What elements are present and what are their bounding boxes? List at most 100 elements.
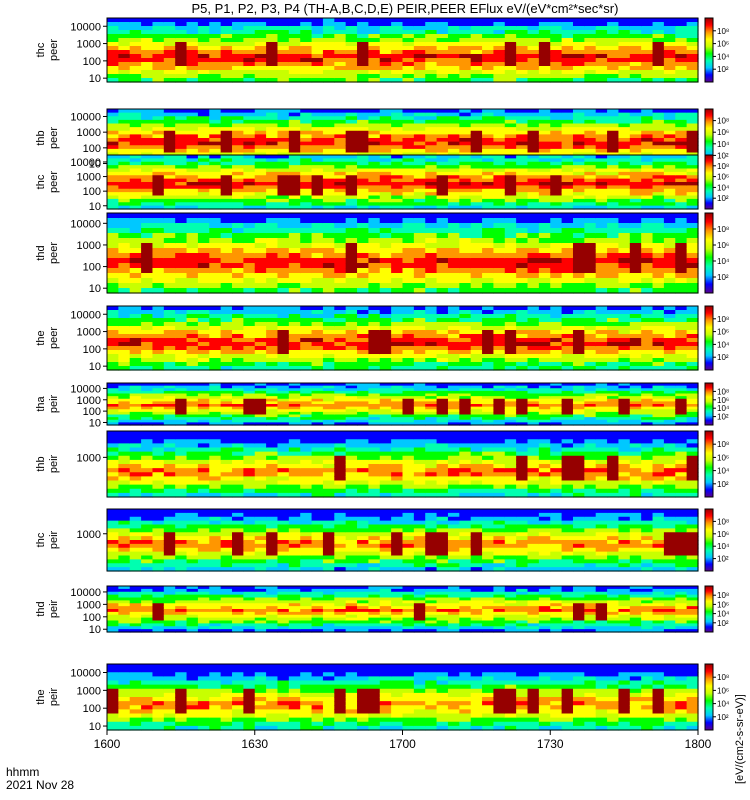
colorbar-tick-label: 10⁶ (717, 686, 729, 695)
colorbar: 10² 10⁴ 10⁶ 10⁸ (704, 305, 730, 371)
colorbar-tick-label: 10² (717, 353, 729, 362)
colorbar: 10² 10⁴ 10⁶ 10⁸ (704, 212, 730, 294)
colorbar-tick-label: 10² (717, 619, 729, 628)
x-tick-label: 1630 (241, 737, 268, 751)
y-tick-label: 10 (89, 73, 101, 85)
x-tick-label: 1700 (389, 737, 416, 751)
colorbar-tick-label: 10⁸ (717, 27, 729, 36)
colorbar-tick-label: 10⁶ (717, 40, 729, 49)
colorbar-tick-label: 10⁴ (717, 140, 730, 149)
colorbar-tick-label: 10⁴ (717, 52, 730, 61)
colorbar-tick-label: 10⁶ (717, 396, 729, 405)
panel-label: peer (48, 171, 60, 193)
y-tick-label: 100 (83, 406, 101, 418)
y-tick-label: 100 (83, 143, 101, 155)
colorbar-tick-label: 10⁸ (717, 315, 729, 324)
colorbar-tick-label: 10⁶ (717, 173, 729, 182)
panel-label: thb (35, 456, 47, 471)
y-tick-label: 100 (83, 56, 101, 68)
panel-label: peir (48, 454, 60, 473)
colorbar-tick-label: 10⁴ (717, 467, 730, 476)
y-tick-label: 10000 (70, 111, 101, 123)
panel-label: peer (48, 327, 60, 349)
panel-label: peer (48, 242, 60, 264)
y-tick-label: 10000 (70, 383, 101, 395)
y-tick-label: 10 (89, 283, 101, 295)
y-tick-label: 10 (89, 417, 101, 429)
colorbar-tick-label: 10⁸ (717, 673, 729, 682)
panel-label: thc (35, 42, 47, 57)
colorbar-tick-label: 10⁸ (717, 591, 729, 600)
colorbar-tick-label: 10⁴ (717, 700, 730, 709)
panel-label: tha (35, 395, 47, 411)
y-tick-label: 10 (89, 201, 101, 213)
panel-label: thd (35, 601, 47, 616)
y-tick-label: 10000 (70, 309, 101, 321)
panel-the-peer: 10 100 1000 10000 the peer 10² 10⁴ 10⁶ 10⁸ (35, 305, 730, 373)
colorbar-tick-label: 10⁴ (717, 340, 730, 349)
y-tick-label: 100 (83, 612, 101, 624)
panel-label: thd (35, 245, 47, 260)
panel-label: peer (48, 39, 60, 61)
panel-thd-peer: 10 100 1000 10000 thd peer 10² 10⁴ 10⁶ 10⁸ (35, 212, 730, 295)
colorbar-tick-label: 10⁴ (717, 257, 730, 266)
colorbar-tick-label: 10² (717, 413, 729, 422)
y-tick-label: 10 (89, 624, 101, 636)
time-axis: 1600 1630 1700 1730 1800 (94, 730, 712, 751)
y-tick-label: 1000 (77, 395, 101, 407)
y-tick-label: 100 (83, 186, 101, 198)
panel-label: the (35, 689, 47, 704)
colorbar-tick-label: 10⁴ (717, 183, 730, 192)
y-tick-label: 10000 (70, 218, 101, 230)
y-tick-label: 10 (89, 361, 101, 373)
y-tick-label: 1000 (77, 529, 101, 541)
y-tick-label: 100 (83, 344, 101, 356)
colorbar-tick-label: 10² (717, 555, 729, 564)
colorbar-tick-label: 10⁴ (717, 404, 730, 413)
y-tick-label: 1000 (77, 172, 101, 184)
colorbar-tick-label: 10² (717, 65, 729, 74)
y-tick-label: 10000 (70, 668, 101, 680)
panel-label: peir (48, 530, 60, 549)
date-label: 2021 Nov 28 (6, 778, 74, 792)
y-tick-label: 100 (83, 262, 101, 274)
colorbar-units-label: [eV/(cm2-s-sr-eV)] (734, 694, 746, 784)
y-tick-label: 10 (89, 159, 101, 171)
colorbar-tick-label: 10⁶ (717, 241, 729, 250)
colorbar-tick-label: 10² (717, 151, 729, 160)
colorbar-tick-label: 10⁶ (717, 128, 729, 137)
panel-label: thc (35, 174, 47, 189)
colorbar-tick-label: 10⁸ (717, 440, 729, 449)
colorbar-tick-label: 10⁸ (717, 225, 729, 234)
y-tick-label: 10 (89, 721, 101, 733)
colorbar-tick-label: 10⁶ (717, 530, 729, 539)
colorbar-tick-label: 10² (717, 273, 729, 282)
colorbar-tick-label: 10⁶ (717, 600, 729, 609)
colorbar-tick-label: 10⁸ (717, 387, 729, 396)
colorbar-tick-label: 10⁸ (717, 162, 729, 171)
colorbar-tick-label: 10⁶ (717, 328, 729, 337)
panel-label: peer (48, 127, 60, 149)
colorbar-tick-label: 10⁴ (717, 610, 730, 619)
y-tick-label: 1000 (77, 240, 101, 252)
colorbar-tick-label: 10⁸ (717, 517, 729, 526)
y-tick-label: 1000 (77, 685, 101, 697)
x-tick-label: 1600 (94, 737, 121, 751)
y-tick-label: 100 (83, 703, 101, 715)
panel-thb-peir: 1000 thb peir 10² 10⁴ 10⁶ 10⁸ (35, 430, 730, 498)
y-tick-label: 1000 (77, 39, 101, 51)
panel-label: the (35, 330, 47, 345)
y-tick-label: 1000 (77, 452, 101, 464)
panel-thc-peir: 1000 thc peir 10² 10⁴ 10⁶ 10⁸ (35, 508, 730, 572)
panel-label: peir (48, 687, 60, 706)
